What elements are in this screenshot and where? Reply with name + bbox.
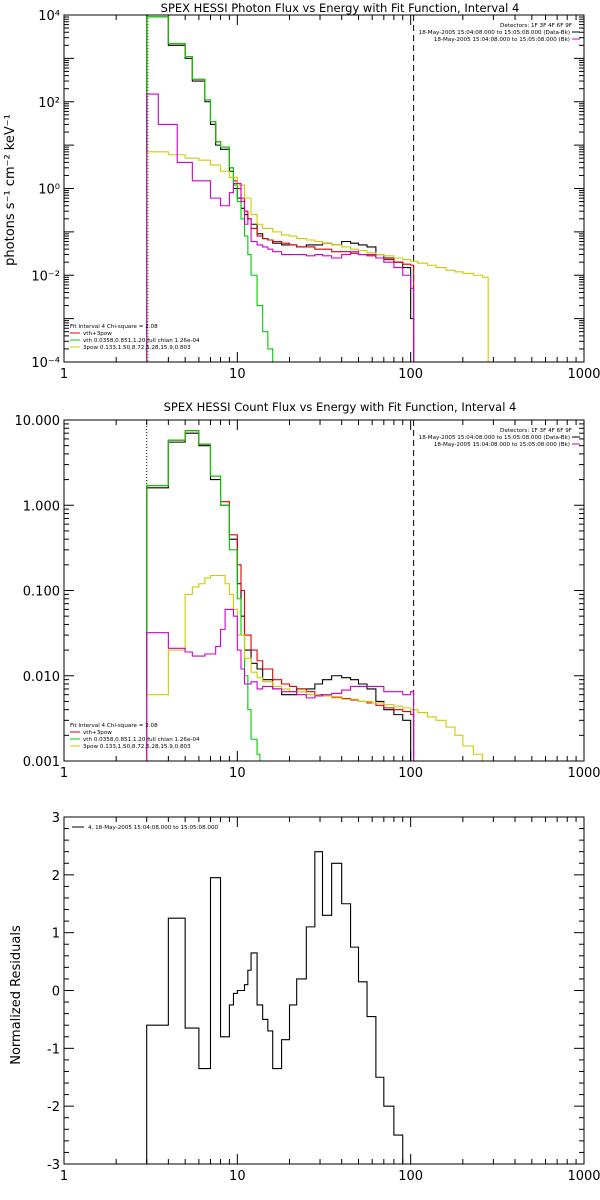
- x-tick-label: 1: [60, 766, 68, 781]
- photon-flux-panel: SPEX HESSI Photon Flux vs Energy with Fi…: [3, 1, 600, 382]
- y-tick-label: -3: [47, 1158, 60, 1173]
- x-tick-label: 1000: [567, 1169, 600, 1184]
- residuals-panel: Normalized Residuals 1 10 100 1000 -3 -2 -1 0 1 2…: [9, 811, 600, 1184]
- series-line: [146, 16, 274, 362]
- series-line: [146, 93, 415, 362]
- y-tick-label: 10⁰: [38, 183, 60, 198]
- legend-entry: 4. 18-May-2005 15:04:08.000 to 15:05:08.…: [88, 825, 219, 831]
- y-tick-label: 1.000: [23, 499, 60, 514]
- y-tick-label: 0: [52, 985, 60, 1000]
- fit-legend-entry: 3pow 0.133,1.50,8.72,5.28,15.9,0.803: [83, 744, 191, 750]
- x-tick-label: 1: [60, 367, 68, 382]
- fit-legend-entry: vth+3pow: [83, 331, 112, 337]
- x-tick-label: 1000: [567, 367, 600, 382]
- y-tick-label: 10⁻⁴: [31, 356, 60, 371]
- legend-entry: 18-May-2005 15:04:08.000 to 15:05:08.000…: [419, 435, 570, 441]
- x-tick-label: 100: [398, 367, 423, 382]
- photon-flux-title: SPEX HESSI Photon Flux vs Energy with Fi…: [161, 1, 520, 15]
- y-tick-label: 0.010: [23, 670, 60, 685]
- y-tick-label: -1: [47, 1042, 60, 1057]
- series-line: [146, 432, 414, 761]
- x-tick-label: 10: [229, 367, 246, 382]
- x-tick-label: 100: [398, 1169, 423, 1184]
- fit-legend-entry: 3pow 0.133,1.50,8.72,5.28,15.9,0.803: [83, 345, 191, 351]
- x-tick-label: 10: [229, 1169, 246, 1184]
- fit-legend-header: Fit Interval 4 Chi-square = 2.08: [70, 324, 158, 330]
- x-tick-label: 1000: [567, 766, 600, 781]
- fit-legend-header: Fit Interval 4 Chi-square = 2.08: [70, 723, 158, 729]
- series-line: [146, 16, 415, 362]
- y-tick-label: -2: [47, 1100, 60, 1115]
- photon-flux-frame: [63, 14, 585, 363]
- legend-entry: 18-May-2005 15:04:08.000 to 15:05:08.000…: [434, 442, 570, 448]
- series-line: [146, 430, 261, 761]
- y-tick-label: 3: [52, 811, 60, 826]
- y-tick-label: 1: [52, 927, 60, 942]
- series-line: [146, 16, 415, 362]
- y-tick-label: 2: [52, 869, 60, 884]
- y-tick-label: 10.000: [15, 414, 61, 429]
- series-line: [146, 608, 415, 761]
- y-tick-label: 0.001: [23, 755, 60, 770]
- legend-entry: 18-May-2005 15:04:08.000 to 15:05:08.000…: [419, 30, 570, 36]
- fit-legend-entry: vth 0.0358,0.851,1.20 full chian 1.26e-0…: [83, 338, 200, 344]
- fit-legend-entry: vth 0.0358,0.851,1.20 full chian 1.26e-0…: [83, 737, 200, 743]
- series-line: [146, 430, 415, 761]
- residuals-ylabel: Normalized Residuals: [9, 925, 24, 1065]
- count-flux-frame: [63, 419, 585, 762]
- series-line: [146, 151, 489, 362]
- legend-header: Detectors: 1F 3F 4F 6F 9F: [500, 23, 572, 29]
- x-tick-label: 10: [229, 766, 246, 781]
- legend-entry: 18-May-2005 15:04:08.000 to 15:05:08.000…: [434, 37, 570, 43]
- fit-legend-entry: vth+3pow: [83, 730, 112, 736]
- y-tick-label: 10⁴: [38, 9, 60, 24]
- x-tick-label: 100: [398, 766, 423, 781]
- photon-flux-ylabel: photons s⁻¹ cm⁻² keV⁻¹: [3, 114, 18, 266]
- y-tick-label: 10⁻²: [31, 269, 60, 284]
- y-tick-label: 10²: [38, 96, 60, 111]
- series-line: [146, 851, 415, 1164]
- x-tick-label: 1: [60, 1169, 68, 1184]
- count-flux-panel: SPEX HESSI Count Flux vs Energy with Fit…: [15, 400, 600, 781]
- legend-header: Detectors: 1F 3F 4F 6F 9F: [500, 428, 572, 434]
- y-tick-label: 0.100: [23, 585, 60, 600]
- residuals-frame: [63, 816, 585, 1165]
- count-flux-title: SPEX HESSI Count Flux vs Energy with Fit…: [164, 400, 517, 414]
- series-line: [146, 574, 489, 761]
